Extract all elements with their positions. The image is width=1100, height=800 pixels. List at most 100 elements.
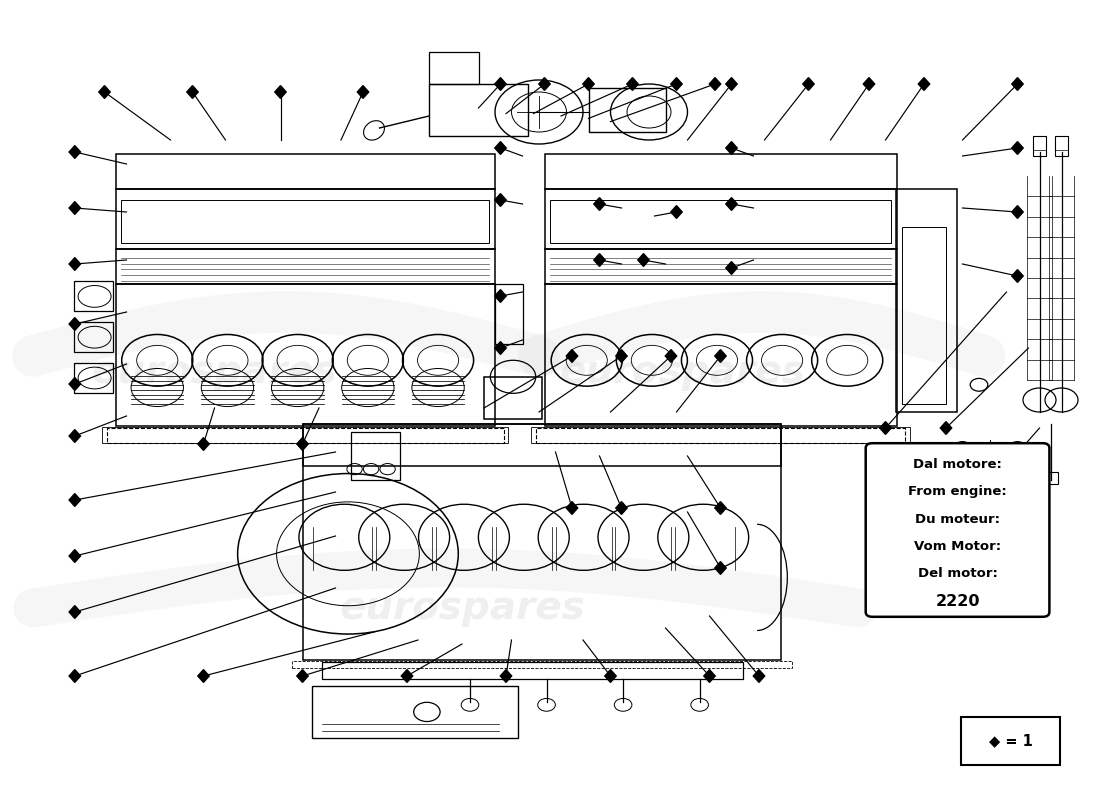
Bar [74,282,113,311]
Bar [116,249,495,284]
Bar [116,284,495,426]
Polygon shape [187,86,198,98]
Bar [544,189,896,249]
Bar [531,427,910,443]
Polygon shape [99,86,110,98]
Polygon shape [69,606,80,618]
Polygon shape [495,78,506,90]
Text: eurospares: eurospares [559,353,805,391]
Polygon shape [495,342,506,354]
Polygon shape [358,86,368,98]
Polygon shape [1012,270,1023,282]
Polygon shape [69,258,80,270]
Polygon shape [69,202,80,214]
Polygon shape [275,86,286,98]
Polygon shape [715,350,726,362]
Polygon shape [671,78,682,90]
Bar [536,427,905,443]
Text: Du moteur:: Du moteur: [915,513,1000,526]
Polygon shape [402,670,412,682]
Text: Vom Motor:: Vom Motor: [914,540,1001,553]
Polygon shape [671,206,682,218]
Bar [484,377,542,419]
Bar [102,427,508,443]
FancyBboxPatch shape [866,443,1049,617]
Polygon shape [583,78,594,90]
Polygon shape [918,78,930,90]
Polygon shape [297,670,308,682]
Polygon shape [726,78,737,90]
Bar [321,662,742,679]
Bar [429,52,478,84]
Bar [116,154,495,189]
Polygon shape [616,502,627,514]
Polygon shape [69,494,80,506]
Polygon shape [940,422,952,434]
Bar [1033,136,1046,156]
Polygon shape [710,78,720,90]
Bar [302,424,781,466]
Text: From engine:: From engine: [909,486,1006,498]
Polygon shape [297,438,308,450]
Bar [896,189,957,412]
Polygon shape [666,350,676,362]
Polygon shape [726,262,737,274]
Bar [312,686,518,738]
FancyBboxPatch shape [961,717,1060,765]
Polygon shape [69,146,80,158]
Bar [544,249,896,284]
Text: Dal motore:: Dal motore: [913,458,1002,471]
Polygon shape [1012,142,1023,154]
Polygon shape [198,670,209,682]
Polygon shape [616,350,627,362]
Bar [74,363,113,393]
Bar [302,424,781,660]
Polygon shape [638,254,649,266]
Polygon shape [754,670,764,682]
Polygon shape [69,378,80,390]
Polygon shape [495,290,506,302]
Polygon shape [539,78,550,90]
Polygon shape [715,562,726,574]
Polygon shape [803,78,814,90]
Text: eurospares: eurospares [91,353,338,391]
Polygon shape [69,430,80,442]
Polygon shape [198,438,209,450]
Polygon shape [605,670,616,682]
Polygon shape [69,318,80,330]
Polygon shape [594,254,605,266]
Bar [107,427,504,443]
Polygon shape [495,142,506,154]
Bar [116,189,495,249]
Polygon shape [880,422,891,434]
Polygon shape [500,670,512,682]
Polygon shape [627,78,638,90]
Bar [74,322,113,352]
Bar [351,432,400,480]
Polygon shape [864,78,874,90]
Bar [429,84,528,136]
Bar [1055,136,1068,156]
Text: 2220: 2220 [935,594,980,609]
Polygon shape [566,350,578,362]
Text: eurospares: eurospares [339,589,585,627]
Bar [121,200,490,243]
Polygon shape [566,502,578,514]
Polygon shape [1012,78,1023,90]
Bar [1043,472,1058,484]
Polygon shape [726,142,737,154]
Polygon shape [69,550,80,562]
Polygon shape [69,670,80,682]
Bar [588,88,666,132]
Polygon shape [704,670,715,682]
Bar [544,154,896,189]
Polygon shape [996,466,1006,478]
Polygon shape [715,502,726,514]
Polygon shape [495,194,506,206]
Bar [550,200,891,243]
Bar [292,661,792,668]
Polygon shape [1012,206,1023,218]
Bar [544,284,896,426]
Bar [902,227,946,404]
Polygon shape [594,198,605,210]
